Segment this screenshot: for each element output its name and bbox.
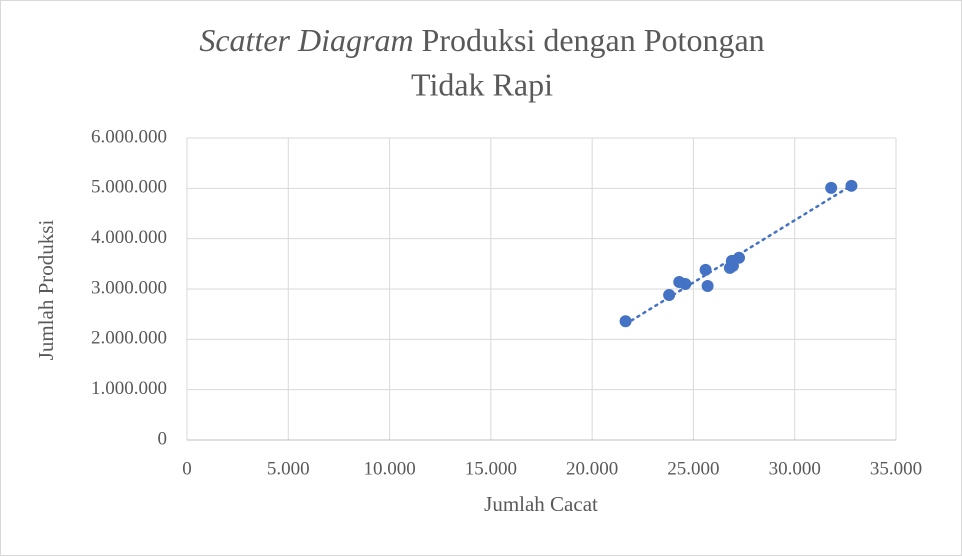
y-tick-label: 6.000.000 <box>91 126 167 147</box>
x-tick-label: 35.000 <box>870 458 922 479</box>
y-tick-label: 4.000.000 <box>91 227 167 248</box>
point <box>699 263 712 276</box>
y-tick-label: 0 <box>158 428 168 449</box>
title-text: Produksi dengan Potongan <box>422 22 765 58</box>
point <box>825 181 838 194</box>
x-tick-label: 25.000 <box>667 458 719 479</box>
x-tick-label: 20.000 <box>566 458 618 479</box>
point <box>701 279 714 292</box>
x-tick-label: 15.000 <box>465 458 517 479</box>
y-tick-label: 1.000.000 <box>91 378 167 399</box>
point <box>733 251 746 264</box>
x-tick-label: 0 <box>182 458 192 479</box>
y-tick-label: 3.000.000 <box>91 277 167 298</box>
x-tick-label: 30.000 <box>769 458 821 479</box>
point <box>619 315 632 328</box>
y-tick-label: 2.000.000 <box>91 328 167 349</box>
x-tick-label: 10.000 <box>363 458 415 479</box>
chart-title-line: Tidak Rapi <box>411 66 553 102</box>
point <box>845 179 858 192</box>
x-tick-label: 5.000 <box>267 458 310 479</box>
y-axis-title: Jumlah Produksi <box>34 220 58 361</box>
chart-title: Scatter Diagram Produksi dengan Potongan <box>199 22 764 58</box>
y-tick-label: 5.000.000 <box>91 177 167 198</box>
point <box>663 289 676 302</box>
x-axis-title: Jumlah Cacat <box>484 492 598 516</box>
point <box>679 277 692 290</box>
title-italic: Scatter Diagram <box>199 22 413 58</box>
